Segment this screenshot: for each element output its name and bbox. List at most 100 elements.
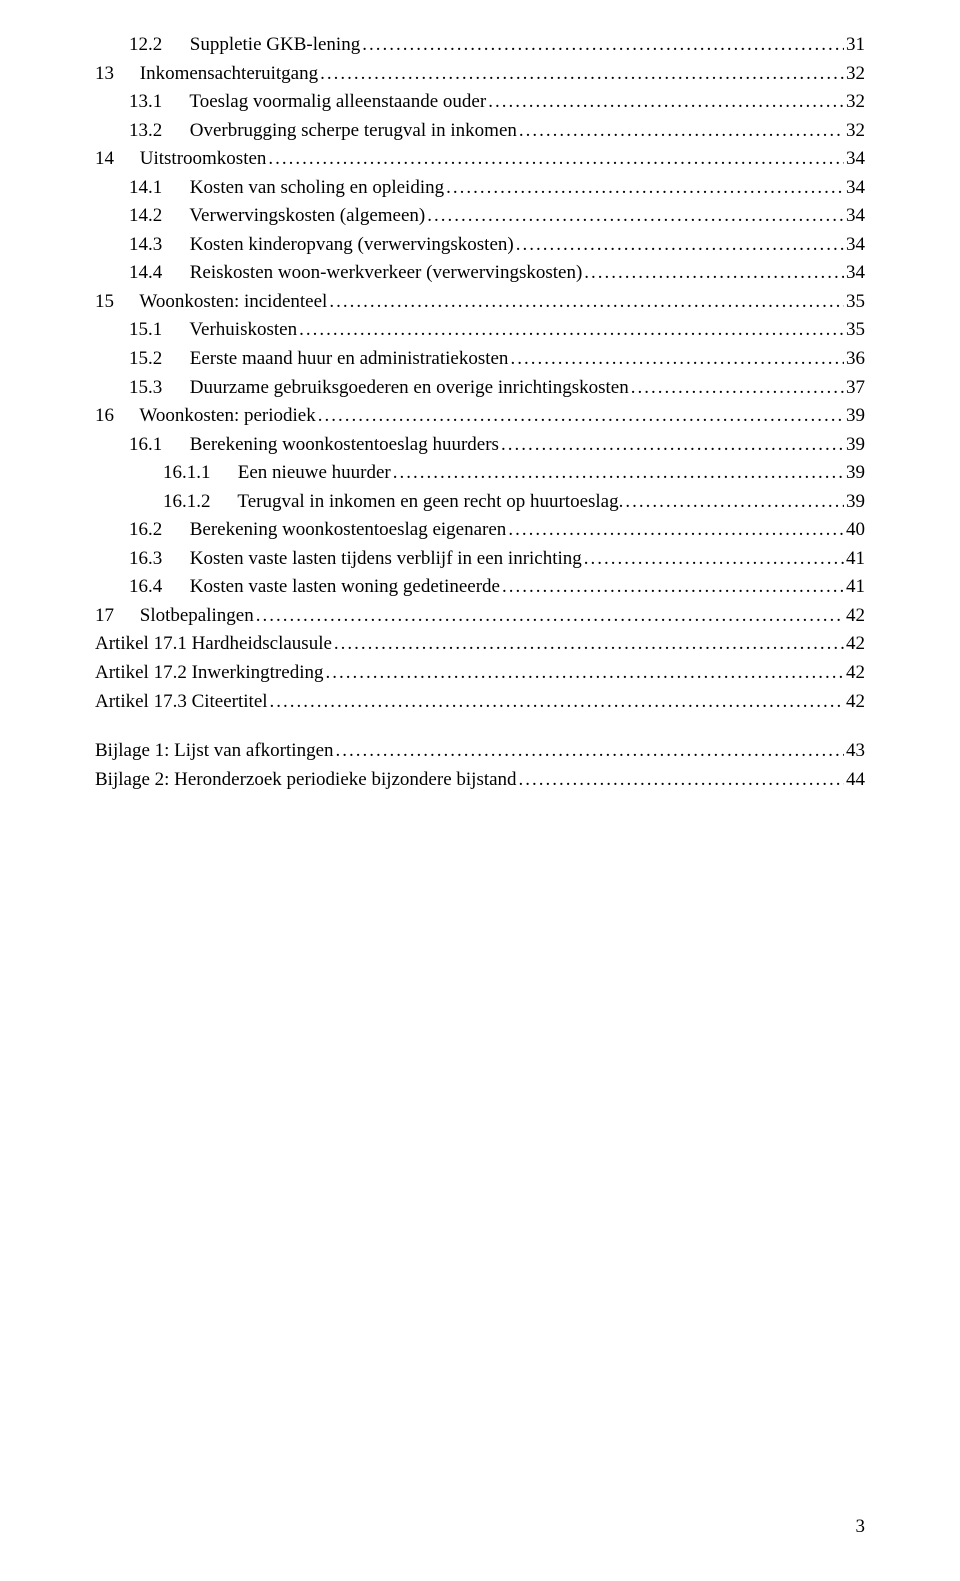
toc-entry-title: Artikel 17.2 Inwerkingtreding [95,662,323,683]
toc-entry-title: Berekening woonkostentoeslag huurders [190,434,499,455]
toc-entry: 15 Woonkosten: incidenteel 35 [95,288,865,316]
toc-entry-number: 16.1.1 [163,459,233,487]
appendix-entry-title: Bijlage 2: Heronderzoek periodieke bijzo… [95,766,517,794]
toc-entry-label: 14.1 Kosten van scholing en opleiding [129,174,444,202]
toc-entry-page: 42 [846,630,865,658]
toc-entry: 14.3 Kosten kinderopvang (verwervingskos… [95,231,865,259]
toc-leader-dots [501,431,844,459]
toc-entry-title: Verwervingskosten (algemeen) [189,205,425,226]
toc-entry: 16.1.1 Een nieuwe huurder 39 [95,459,865,487]
toc-entry-number: 13.2 [129,117,185,145]
toc-entry-title: Suppletie GKB-lening [190,34,360,55]
toc-entry-number: 16.4 [129,573,185,601]
toc-entry-page: 34 [846,231,865,259]
toc-entry-page: 34 [846,174,865,202]
toc-entry-title: Berekening woonkostentoeslag eigenaren [190,519,507,540]
toc-entry-title: Kosten kinderopvang (verwervingskosten) [190,234,514,255]
toc-entry-title: Verhuiskosten [189,319,297,340]
toc-entry-title: Kosten vaste lasten woning gedetineerde [190,576,500,597]
toc-entry-label: 16.4 Kosten vaste lasten woning gedetine… [129,573,500,601]
toc-entry-label: 16.3 Kosten vaste lasten tijdens verblij… [129,545,582,573]
toc-entry-label: 16.1.1 Een nieuwe huurder [163,459,391,487]
toc-entry: Artikel 17.1 Hardheidsclausule 42 [95,630,865,658]
toc-entry-label: 15 Woonkosten: incidenteel [95,288,327,316]
toc-leader-dots [510,345,844,373]
toc-entry-number: 14.4 [129,259,185,287]
toc-entry-title: Terugval in inkomen en geen recht op huu… [237,491,623,512]
toc-entry-title: Overbrugging scherpe terugval in inkomen [190,120,517,141]
appendix-entry-page: 43 [846,737,865,765]
toc-leader-dots [334,630,844,658]
toc-entry-page: 42 [846,602,865,630]
toc-entry: 17 Slotbepalingen 42 [95,602,865,630]
appendix-list: Bijlage 1: Lijst van afkortingen 43Bijla… [95,737,865,793]
toc-entry-page: 31 [846,31,865,59]
appendix-entry: Bijlage 2: Heronderzoek periodieke bijzo… [95,766,865,794]
toc-entry-number: 16.2 [129,516,185,544]
toc-entry-title: Woonkosten: incidenteel [139,291,327,312]
toc-entry-page: 42 [846,688,865,716]
toc-entry-label: Artikel 17.2 Inwerkingtreding [95,659,323,687]
toc-entry-page: 39 [846,488,865,516]
toc-entry-page: 35 [846,288,865,316]
toc-entry-title: Een nieuwe huurder [238,462,391,483]
toc-entry: 14 Uitstroomkosten 34 [95,145,865,173]
toc-entry-page: 41 [846,573,865,601]
toc-entry: 14.2 Verwervingskosten (algemeen) 34 [95,202,865,230]
toc-entry-label: 14.2 Verwervingskosten (algemeen) [129,202,425,230]
toc-entry-number: 12.2 [129,31,185,59]
toc-leader-dots [519,117,844,145]
toc-entry-number: 13 [95,60,135,88]
toc-entry-label: 14 Uitstroomkosten [95,145,266,173]
toc-entry: 16.2 Berekening woonkostentoeslag eigena… [95,516,865,544]
toc-entry-title: Toeslag voormalig alleenstaande ouder [189,91,486,112]
toc-entry-page: 42 [846,659,865,687]
toc-leader-dots [625,488,844,516]
toc-entry-title: Inkomensachteruitgang [140,63,318,84]
toc-entry-title: Artikel 17.1 Hardheidsclausule [95,633,332,654]
toc-entry-number: 15.1 [129,316,185,344]
toc-entry-number: 13.1 [129,88,185,116]
toc-leader-dots [427,202,844,230]
toc-leader-dots [584,259,844,287]
toc-entry: 15.2 Eerste maand huur en administratiek… [95,345,865,373]
toc-entry-label: 16.1.2 Terugval in inkomen en geen recht… [163,488,623,516]
toc-entry-title: Artikel 17.3 Citeertitel [95,691,268,712]
toc-entry-page: 32 [846,88,865,116]
appendix-entry-page: 44 [846,766,865,794]
toc-entry: 14.1 Kosten van scholing en opleiding 34 [95,174,865,202]
toc-entry-label: 15.3 Duurzame gebruiksgoederen en overig… [129,374,629,402]
toc-entry-page: 34 [846,202,865,230]
toc-leader-dots [516,231,844,259]
toc-entry-page: 41 [846,545,865,573]
toc-entry-label: Artikel 17.3 Citeertitel [95,688,268,716]
toc-entry-number: 17 [95,602,135,630]
toc-entry-page: 37 [846,374,865,402]
toc-entry-page: 40 [846,516,865,544]
toc-entry-number: 15 [95,288,135,316]
toc-leader-dots [631,374,844,402]
toc-entry: 12.2 Suppletie GKB-lening 31 [95,31,865,59]
toc-entry-page: 35 [846,316,865,344]
toc-entry-number: 14.1 [129,174,185,202]
toc-entry-label: 16 Woonkosten: periodiek [95,402,316,430]
toc-entry-page: 34 [846,145,865,173]
toc-entry-number: 14.3 [129,231,185,259]
toc-entry-label: 16.1 Berekening woonkostentoeslag huurde… [129,431,499,459]
toc-entry-label: 13.1 Toeslag voormalig alleenstaande oud… [129,88,486,116]
toc-entry: 16.4 Kosten vaste lasten woning gedetine… [95,573,865,601]
toc-entry-label: 13.2 Overbrugging scherpe terugval in in… [129,117,517,145]
toc-entry-page: 32 [846,60,865,88]
toc-entry: 13.2 Overbrugging scherpe terugval in in… [95,117,865,145]
toc-entry-page: 39 [846,402,865,430]
toc-entry-page: 39 [846,431,865,459]
toc-entry-page: 32 [846,117,865,145]
toc-entry-number: 16.1 [129,431,185,459]
toc-leader-dots [325,659,844,687]
toc-entry-label: Artikel 17.1 Hardheidsclausule [95,630,332,658]
toc-entry-title: Slotbepalingen [140,605,254,626]
toc-entry-label: 15.2 Eerste maand huur en administratiek… [129,345,508,373]
toc-leader-dots [270,688,844,716]
toc-entry: 13 Inkomensachteruitgang 32 [95,60,865,88]
toc-leader-dots [299,316,844,344]
